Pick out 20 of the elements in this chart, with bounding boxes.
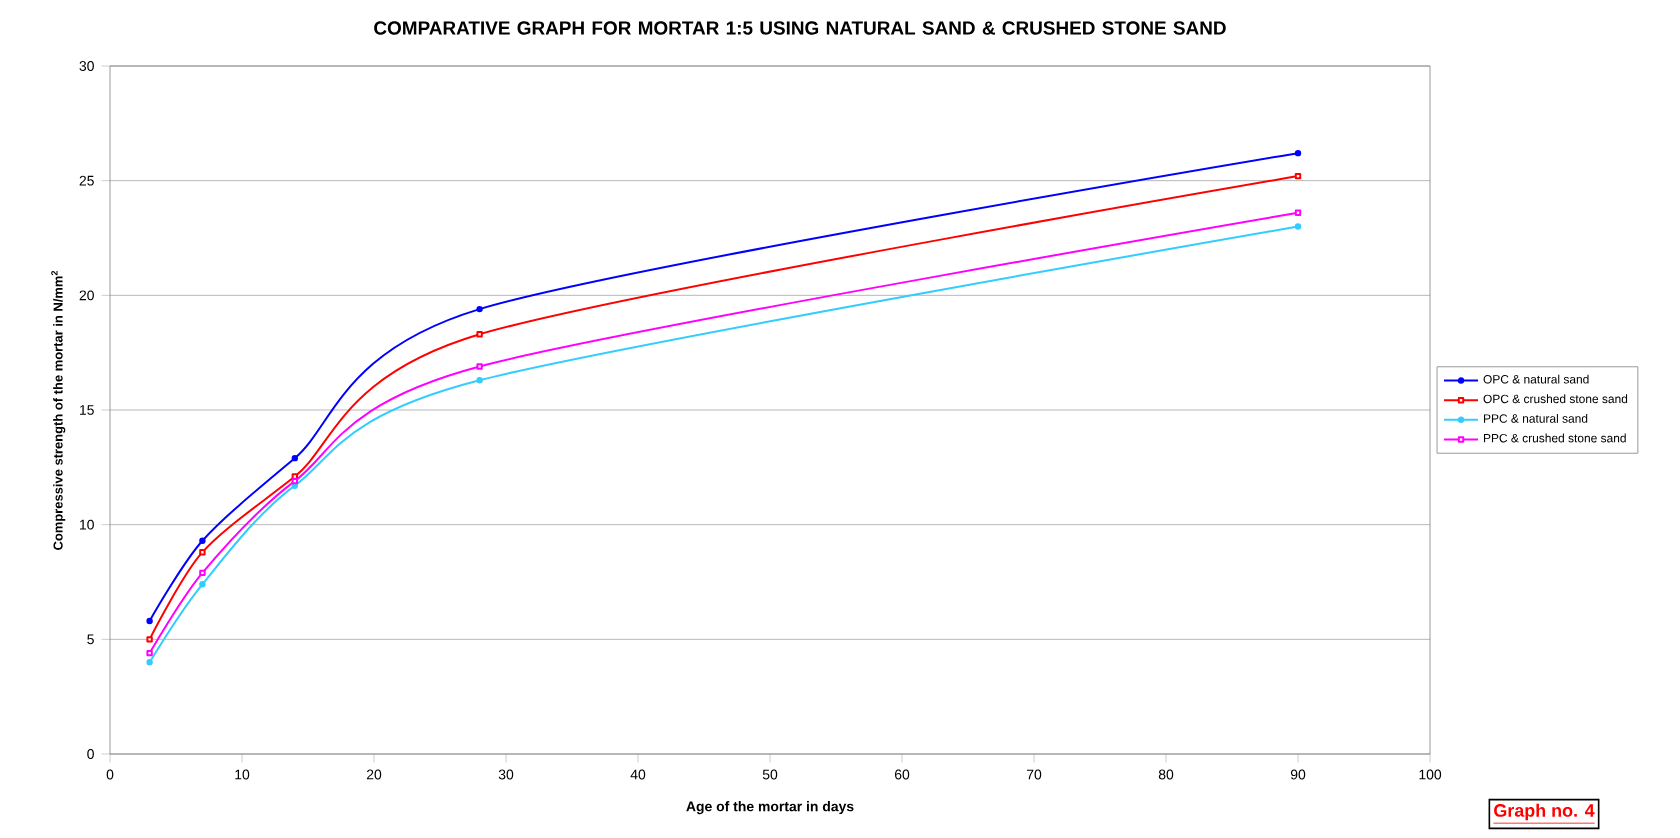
point: [146, 617, 153, 625]
point: [199, 569, 206, 577]
point: [146, 659, 153, 666]
point: [476, 376, 483, 384]
point: [291, 477, 299, 485]
point: [476, 363, 483, 370]
point: [146, 636, 153, 643]
point: [146, 649, 153, 657]
point: [1294, 209, 1302, 216]
point: [1294, 172, 1302, 180]
point: [476, 331, 483, 338]
point: [1294, 223, 1302, 230]
point: [199, 581, 206, 588]
point: [476, 305, 483, 313]
point: [1294, 149, 1302, 157]
chart-title: COMPARATIVE GRAPH FOR MORTAR 1:5 USING NATURAL SAND & CRUSHED STONE SAND: [374, 21, 1226, 35]
point: [199, 548, 206, 556]
point: [291, 454, 299, 462]
point: [199, 537, 206, 544]
text: Graph no. 4: [1494, 803, 1595, 821]
